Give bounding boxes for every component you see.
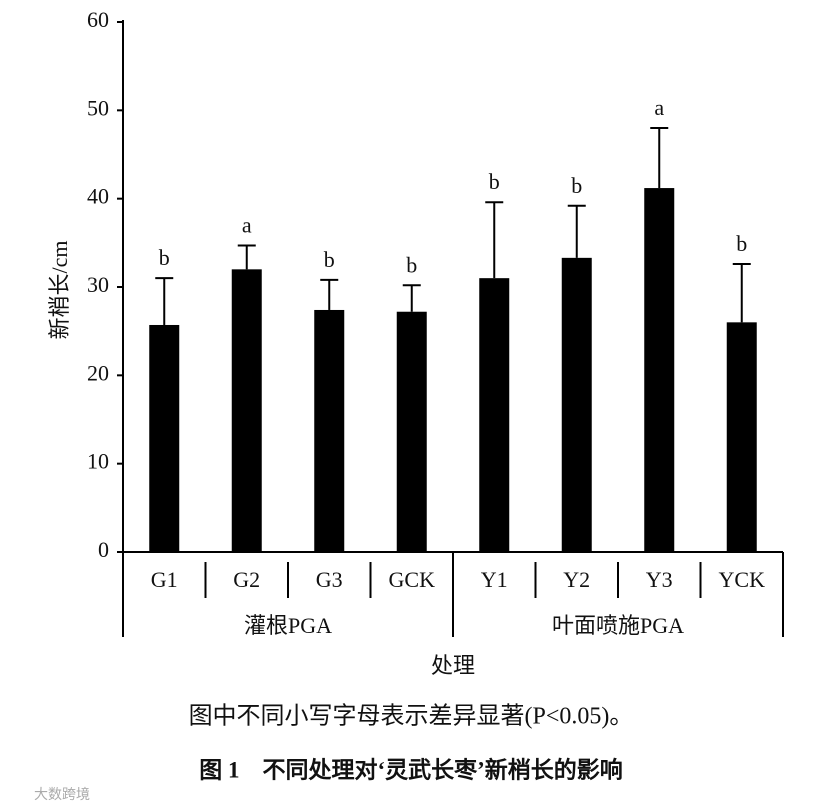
- x-tick-label: Y2: [563, 567, 590, 592]
- bar: [314, 309, 345, 552]
- bar: [149, 324, 180, 552]
- x-axis-label: 处理: [431, 653, 475, 678]
- y-axis-label: 新梢长/cm: [47, 241, 72, 340]
- x-tick-label: GCK: [389, 567, 436, 592]
- bar: [231, 269, 262, 552]
- x-tick-label: YCK: [719, 567, 766, 592]
- y-tick-label: 10: [87, 449, 109, 474]
- significance-letter: b: [736, 231, 747, 256]
- significance-letter: b: [571, 173, 582, 198]
- error-bar: [320, 278, 339, 310]
- significance-letter: b: [489, 169, 500, 194]
- error-bar: [485, 201, 504, 279]
- y-tick-label: 0: [98, 537, 109, 562]
- y-tick-label: 60: [87, 7, 109, 32]
- bar: [644, 188, 675, 553]
- significance-letter: b: [406, 252, 417, 277]
- bar: [726, 322, 757, 552]
- significance-letter: b: [159, 245, 170, 270]
- note: 图中不同小写字母表示差异显著(P<0.05)。: [189, 703, 634, 730]
- x-tick-label: Y3: [646, 567, 673, 592]
- x-tick-label: G1: [151, 567, 178, 592]
- y-tick-label: 30: [87, 272, 109, 297]
- error-bar: [567, 204, 586, 258]
- significance-letter: b: [324, 247, 335, 272]
- error-bar: [402, 284, 421, 312]
- error-bar: [155, 277, 174, 325]
- y-tick-label: 20: [87, 360, 109, 385]
- significance-letter: a: [654, 95, 664, 120]
- error-bar: [732, 263, 751, 323]
- group-label: 叶面喷施PGA: [552, 613, 684, 638]
- bar: [561, 257, 592, 552]
- caption: 图 1 不同处理对‘灵武长枣’新梢长的影响: [199, 756, 623, 782]
- significance-letter: a: [242, 213, 252, 238]
- watermark: 大数跨境: [34, 787, 90, 803]
- group-label: 灌根PGA: [244, 613, 332, 638]
- bar: [479, 278, 510, 552]
- y-tick-label: 40: [87, 184, 109, 209]
- x-tick-label: G3: [316, 567, 343, 592]
- x-tick-label: G2: [233, 567, 260, 592]
- error-bar: [237, 244, 256, 270]
- y-tick-label: 50: [87, 95, 109, 120]
- x-tick-label: Y1: [481, 567, 508, 592]
- bar: [396, 311, 427, 552]
- error-bar: [650, 127, 669, 189]
